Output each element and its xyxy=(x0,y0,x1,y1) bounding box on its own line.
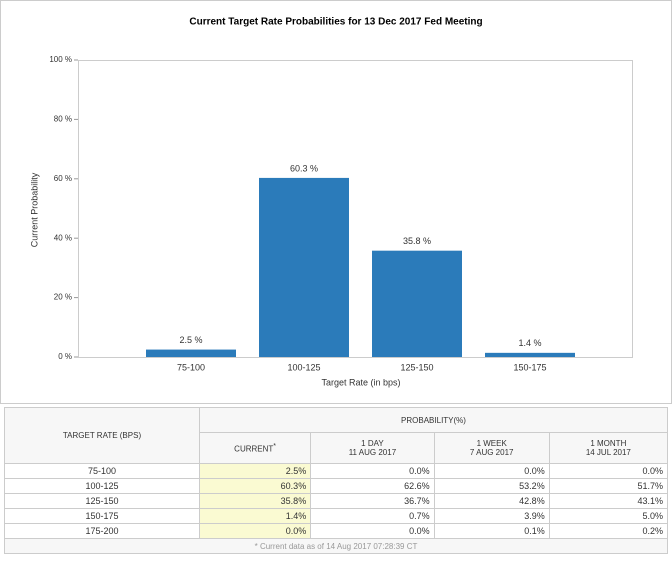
probability-cell: 42.8% xyxy=(433,493,550,509)
probability-cell: 0.0% xyxy=(548,463,669,479)
column-note: * xyxy=(273,442,277,450)
plot-frame xyxy=(78,60,633,358)
chart: Current Target Rate Probabilities for 13… xyxy=(0,0,672,404)
probability-cell: 0.7% xyxy=(310,508,435,524)
target-rate-cell: 75-100 xyxy=(4,463,200,479)
probability-cell: 1.4% xyxy=(198,508,312,524)
column-date: 11 AUG 2017 xyxy=(348,448,397,457)
column-header: 1 DAY 11 AUG 2017 xyxy=(310,432,435,464)
data-label: 60.3 % xyxy=(290,163,318,173)
column-date: 7 AUG 2017 xyxy=(469,448,514,457)
column-label: 1 WEEK xyxy=(476,439,507,448)
target-rate-cell: 150-175 xyxy=(4,508,200,524)
column-header: CURRENT* xyxy=(198,432,312,464)
data-label: 35.8 % xyxy=(403,236,431,246)
header-target-rate: TARGET RATE (BPS) xyxy=(4,407,200,464)
x-tick-label: 150-175 xyxy=(513,362,546,372)
table-row: 175-200 0.0% 0.0% 0.1% 0.2% xyxy=(4,523,669,539)
column-date: 14 JUL 2017 xyxy=(585,448,631,457)
y-tick-label: 100 % xyxy=(49,55,72,64)
probability-cell: 60.3% xyxy=(198,478,312,494)
table-row: 100-125 60.3% 62.6% 53.2% 51.7% xyxy=(4,478,669,494)
column-header: 1 MONTH 14 JUL 2017 xyxy=(548,432,669,464)
column-label: 1 MONTH xyxy=(590,439,627,448)
probability-cell: 36.7% xyxy=(310,493,435,509)
table-row: 75-100 2.5% 0.0% 0.0% 0.0% xyxy=(4,463,669,479)
probability-cell: 43.1% xyxy=(548,493,669,509)
probability-cell: 51.7% xyxy=(548,478,669,494)
x-tick-label: 125-150 xyxy=(400,362,433,372)
footnote: * Current data as of 14 Aug 2017 07:28:3… xyxy=(4,538,668,554)
probability-cell: 53.2% xyxy=(433,478,550,494)
probability-cell: 5.0% xyxy=(548,508,669,524)
chart-title: Current Target Rate Probabilities for 13… xyxy=(189,17,482,28)
probability-cell: 0.2% xyxy=(548,523,669,539)
probability-cell: 0.0% xyxy=(310,523,435,539)
x-tick-label: 100-125 xyxy=(287,362,320,372)
table-row: 125-150 35.8% 36.7% 42.8% 43.1% xyxy=(4,493,669,509)
table-row: 150-175 1.4% 0.7% 3.9% 5.0% xyxy=(4,508,669,524)
x-axis-label: Target Rate (in bps) xyxy=(321,377,400,387)
column-label: 1 DAY xyxy=(361,439,384,448)
target-rate-cell: 125-150 xyxy=(4,493,200,509)
data-label: 2.5 % xyxy=(179,335,202,345)
y-tick-label: 0 % xyxy=(58,352,72,361)
target-rate-cell: 175-200 xyxy=(4,523,200,539)
y-axis-label: Current Probability xyxy=(29,172,39,247)
probability-cell: 2.5% xyxy=(198,463,312,479)
probability-cell: 0.0% xyxy=(433,463,550,479)
probability-cell: 0.0% xyxy=(310,463,435,479)
probability-cell: 3.9% xyxy=(433,508,550,524)
header-probability: PROBABILITY(%) xyxy=(199,407,668,433)
y-tick-label: 80 % xyxy=(54,115,72,124)
probability-cell: 0.1% xyxy=(433,523,550,539)
y-tick-label: 40 % xyxy=(54,233,72,242)
footnote-row: * Current data as of 14 Aug 2017 07:28:3… xyxy=(4,538,668,554)
bar xyxy=(259,177,349,357)
probability-cell: 0.0% xyxy=(198,523,312,539)
bar xyxy=(372,250,462,357)
probability-cell: 35.8% xyxy=(198,493,312,509)
column-label: CURRENT xyxy=(234,444,274,454)
y-tick-label: 60 % xyxy=(54,174,72,183)
column-header: 1 WEEK 7 AUG 2017 xyxy=(433,432,550,464)
probability-cell: 62.6% xyxy=(310,478,435,494)
x-tick-label: 75-100 xyxy=(177,362,205,372)
probability-table: TARGET RATE (BPS) PROBABILITY(%) CURRENT… xyxy=(4,407,669,554)
bar xyxy=(485,352,575,357)
data-label: 1.4 % xyxy=(518,338,541,348)
bar xyxy=(146,349,236,357)
y-tick-label: 20 % xyxy=(54,293,72,302)
target-rate-cell: 100-125 xyxy=(4,478,200,494)
